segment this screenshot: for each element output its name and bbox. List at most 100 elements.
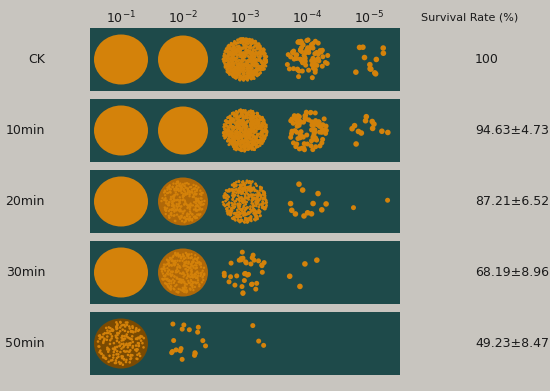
Circle shape [256, 142, 260, 145]
Circle shape [245, 63, 248, 66]
Circle shape [229, 120, 232, 124]
Circle shape [239, 145, 242, 147]
Circle shape [252, 70, 255, 73]
Circle shape [254, 40, 256, 43]
Circle shape [223, 55, 227, 58]
Circle shape [196, 200, 198, 202]
Circle shape [187, 275, 189, 278]
Circle shape [244, 144, 247, 147]
Circle shape [179, 210, 182, 212]
Circle shape [246, 45, 250, 48]
Circle shape [252, 186, 255, 189]
Circle shape [248, 46, 251, 49]
Circle shape [238, 53, 241, 56]
Circle shape [256, 43, 258, 47]
Circle shape [135, 327, 138, 330]
Circle shape [191, 276, 193, 278]
Circle shape [265, 61, 268, 63]
Circle shape [184, 268, 187, 270]
Circle shape [256, 190, 258, 192]
Circle shape [294, 142, 299, 147]
Circle shape [257, 59, 261, 62]
Circle shape [262, 260, 267, 265]
Circle shape [225, 120, 228, 123]
Circle shape [248, 143, 250, 145]
Circle shape [257, 42, 260, 45]
Circle shape [186, 266, 189, 268]
Circle shape [188, 266, 190, 269]
Circle shape [179, 289, 182, 291]
Circle shape [173, 214, 176, 217]
Circle shape [258, 52, 261, 55]
Circle shape [254, 130, 257, 133]
Circle shape [243, 38, 246, 41]
Circle shape [245, 111, 248, 114]
Circle shape [232, 117, 235, 120]
Circle shape [251, 72, 255, 75]
Circle shape [234, 49, 237, 52]
Circle shape [249, 72, 251, 75]
Circle shape [240, 52, 243, 55]
Circle shape [197, 272, 200, 274]
Circle shape [251, 70, 255, 74]
Circle shape [186, 283, 188, 285]
Circle shape [246, 180, 249, 183]
Circle shape [116, 346, 118, 348]
Circle shape [251, 189, 254, 192]
Circle shape [320, 54, 326, 59]
Circle shape [105, 326, 107, 329]
Circle shape [236, 208, 239, 211]
Circle shape [241, 187, 244, 190]
Circle shape [233, 195, 235, 198]
Circle shape [249, 208, 252, 211]
Circle shape [177, 189, 179, 191]
Circle shape [238, 45, 240, 48]
Circle shape [125, 359, 128, 361]
Circle shape [297, 40, 302, 45]
Circle shape [229, 65, 232, 68]
Circle shape [244, 135, 246, 138]
Circle shape [171, 202, 173, 205]
Circle shape [238, 119, 241, 122]
Circle shape [251, 59, 254, 63]
Circle shape [244, 47, 247, 50]
Circle shape [234, 188, 236, 191]
Circle shape [243, 40, 245, 43]
Circle shape [231, 217, 234, 220]
Circle shape [231, 59, 234, 63]
Circle shape [253, 42, 256, 45]
Circle shape [236, 135, 240, 138]
Circle shape [230, 47, 233, 50]
Circle shape [235, 117, 238, 120]
Circle shape [241, 135, 244, 138]
Circle shape [227, 61, 230, 64]
Circle shape [243, 144, 246, 147]
Circle shape [228, 47, 231, 50]
Circle shape [238, 72, 240, 75]
Circle shape [248, 74, 251, 77]
Circle shape [263, 129, 267, 132]
Circle shape [252, 127, 255, 130]
Circle shape [195, 185, 197, 187]
Circle shape [232, 206, 234, 209]
Circle shape [198, 214, 201, 217]
Circle shape [244, 131, 247, 135]
Circle shape [103, 357, 106, 359]
Circle shape [257, 115, 260, 118]
Circle shape [250, 54, 252, 57]
Circle shape [239, 136, 242, 139]
Circle shape [225, 131, 228, 134]
Circle shape [295, 40, 300, 45]
Circle shape [254, 137, 256, 140]
Circle shape [111, 337, 113, 340]
Circle shape [242, 187, 245, 190]
Circle shape [191, 287, 194, 289]
Circle shape [256, 138, 259, 142]
Circle shape [183, 203, 186, 206]
Circle shape [252, 208, 255, 211]
Circle shape [173, 263, 175, 265]
Circle shape [318, 48, 323, 53]
Circle shape [185, 219, 187, 221]
Circle shape [232, 217, 235, 220]
Circle shape [244, 115, 248, 117]
